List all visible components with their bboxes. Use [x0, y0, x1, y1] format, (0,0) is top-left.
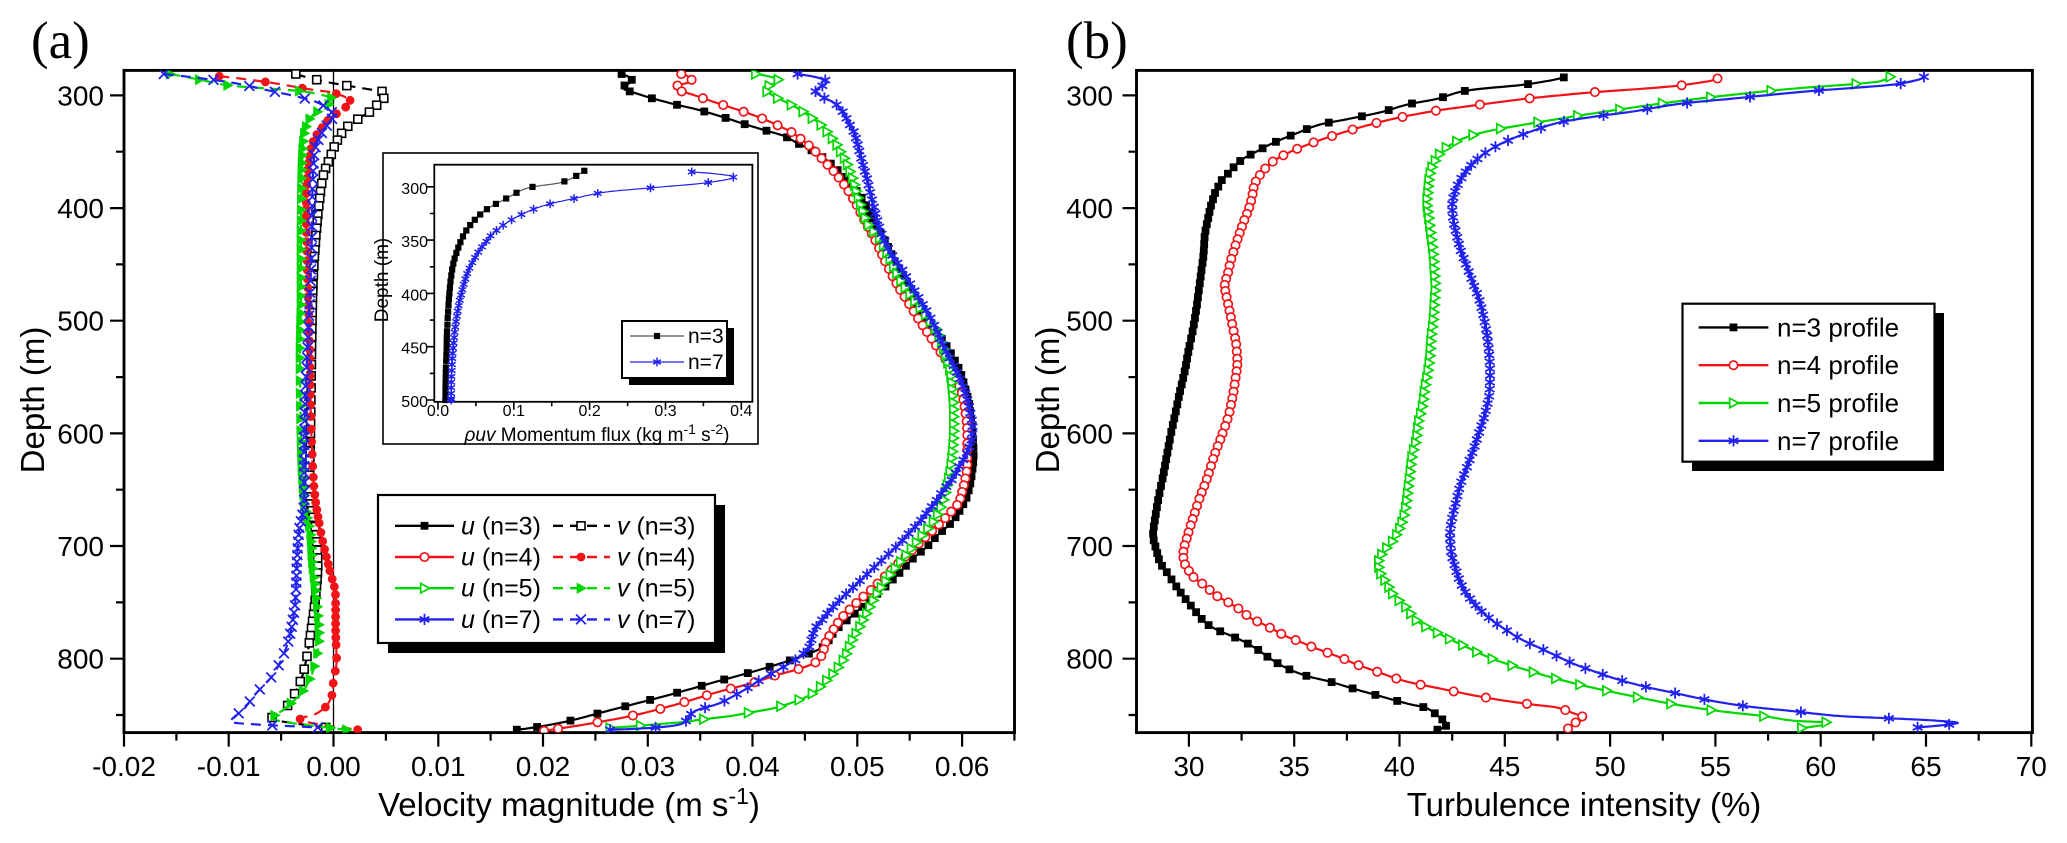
svg-text:450: 450	[401, 341, 428, 358]
svg-text:0.4: 0.4	[730, 403, 752, 420]
svg-text:600: 600	[1066, 418, 1113, 449]
svg-text:v (n=7): v (n=7)	[617, 606, 696, 634]
svg-text:v (n=4): v (n=4)	[617, 544, 696, 572]
svg-text:70: 70	[2016, 751, 2047, 782]
svg-text:800: 800	[1066, 644, 1113, 675]
svg-text:350: 350	[401, 234, 428, 251]
svg-text:-0.01: -0.01	[197, 751, 261, 782]
svg-text:n=7 profile: n=7 profile	[1777, 426, 1899, 456]
svg-text:700: 700	[57, 531, 104, 562]
svg-text:Depth (m): Depth (m)	[372, 238, 393, 322]
svg-text:500: 500	[57, 306, 104, 337]
svg-text:300: 300	[57, 80, 104, 111]
svg-text:0.04: 0.04	[725, 751, 780, 782]
svg-text:Turbulence intensity (%): Turbulence intensity (%)	[1407, 786, 1762, 823]
svg-text:30: 30	[1173, 751, 1204, 782]
svg-text:45: 45	[1489, 751, 1520, 782]
svg-text:700: 700	[1066, 531, 1113, 562]
svg-text:0.00: 0.00	[306, 751, 361, 782]
svg-text:0.02: 0.02	[516, 751, 571, 782]
svg-text:500: 500	[1066, 306, 1113, 337]
svg-text:500: 500	[401, 394, 428, 411]
svg-text:n=3 profile: n=3 profile	[1777, 312, 1899, 342]
svg-text:v (n=3): v (n=3)	[617, 512, 696, 540]
svg-text:300: 300	[1066, 80, 1113, 111]
svg-text:35: 35	[1279, 751, 1310, 782]
svg-text:n=4 profile: n=4 profile	[1777, 350, 1899, 380]
svg-text:400: 400	[401, 287, 428, 304]
svg-text:55: 55	[1700, 751, 1731, 782]
svg-text:-0.02: -0.02	[92, 751, 156, 782]
svg-text:65: 65	[1910, 751, 1941, 782]
svg-text:n=7: n=7	[688, 351, 724, 374]
svg-text:Depth (m): Depth (m)	[1029, 327, 1066, 474]
svg-text:Velocity magnitude (m s-1): Velocity magnitude (m s-1)	[378, 783, 760, 823]
svg-text:50: 50	[1595, 751, 1626, 782]
svg-text:0.0: 0.0	[427, 403, 449, 420]
svg-text:400: 400	[57, 193, 104, 224]
svg-text:Depth (m): Depth (m)	[14, 327, 51, 474]
svg-text:u (n=4): u (n=4)	[461, 544, 541, 572]
svg-text:v (n=5): v (n=5)	[617, 575, 696, 603]
svg-text:400: 400	[1066, 193, 1113, 224]
svg-text:0.01: 0.01	[411, 751, 466, 782]
svg-text:0.2: 0.2	[578, 403, 600, 420]
svg-text:(b): (b)	[1066, 12, 1128, 70]
svg-text:60: 60	[1805, 751, 1836, 782]
svg-text:600: 600	[57, 418, 104, 449]
svg-text:0.06: 0.06	[935, 751, 990, 782]
svg-text:300: 300	[401, 181, 428, 198]
svg-text:0.03: 0.03	[621, 751, 676, 782]
svg-text:40: 40	[1384, 751, 1415, 782]
svg-text:n=5 profile: n=5 profile	[1777, 388, 1899, 418]
svg-text:u (n=3): u (n=3)	[461, 512, 541, 540]
svg-text:0.3: 0.3	[654, 403, 676, 420]
svg-text:0.1: 0.1	[503, 403, 525, 420]
svg-text:n=3: n=3	[688, 325, 724, 348]
svg-text:u (n=7): u (n=7)	[461, 606, 541, 634]
svg-text:800: 800	[57, 644, 104, 675]
svg-text:u (n=5): u (n=5)	[461, 575, 541, 603]
svg-text:0.05: 0.05	[830, 751, 885, 782]
svg-text:(a): (a)	[31, 12, 90, 70]
